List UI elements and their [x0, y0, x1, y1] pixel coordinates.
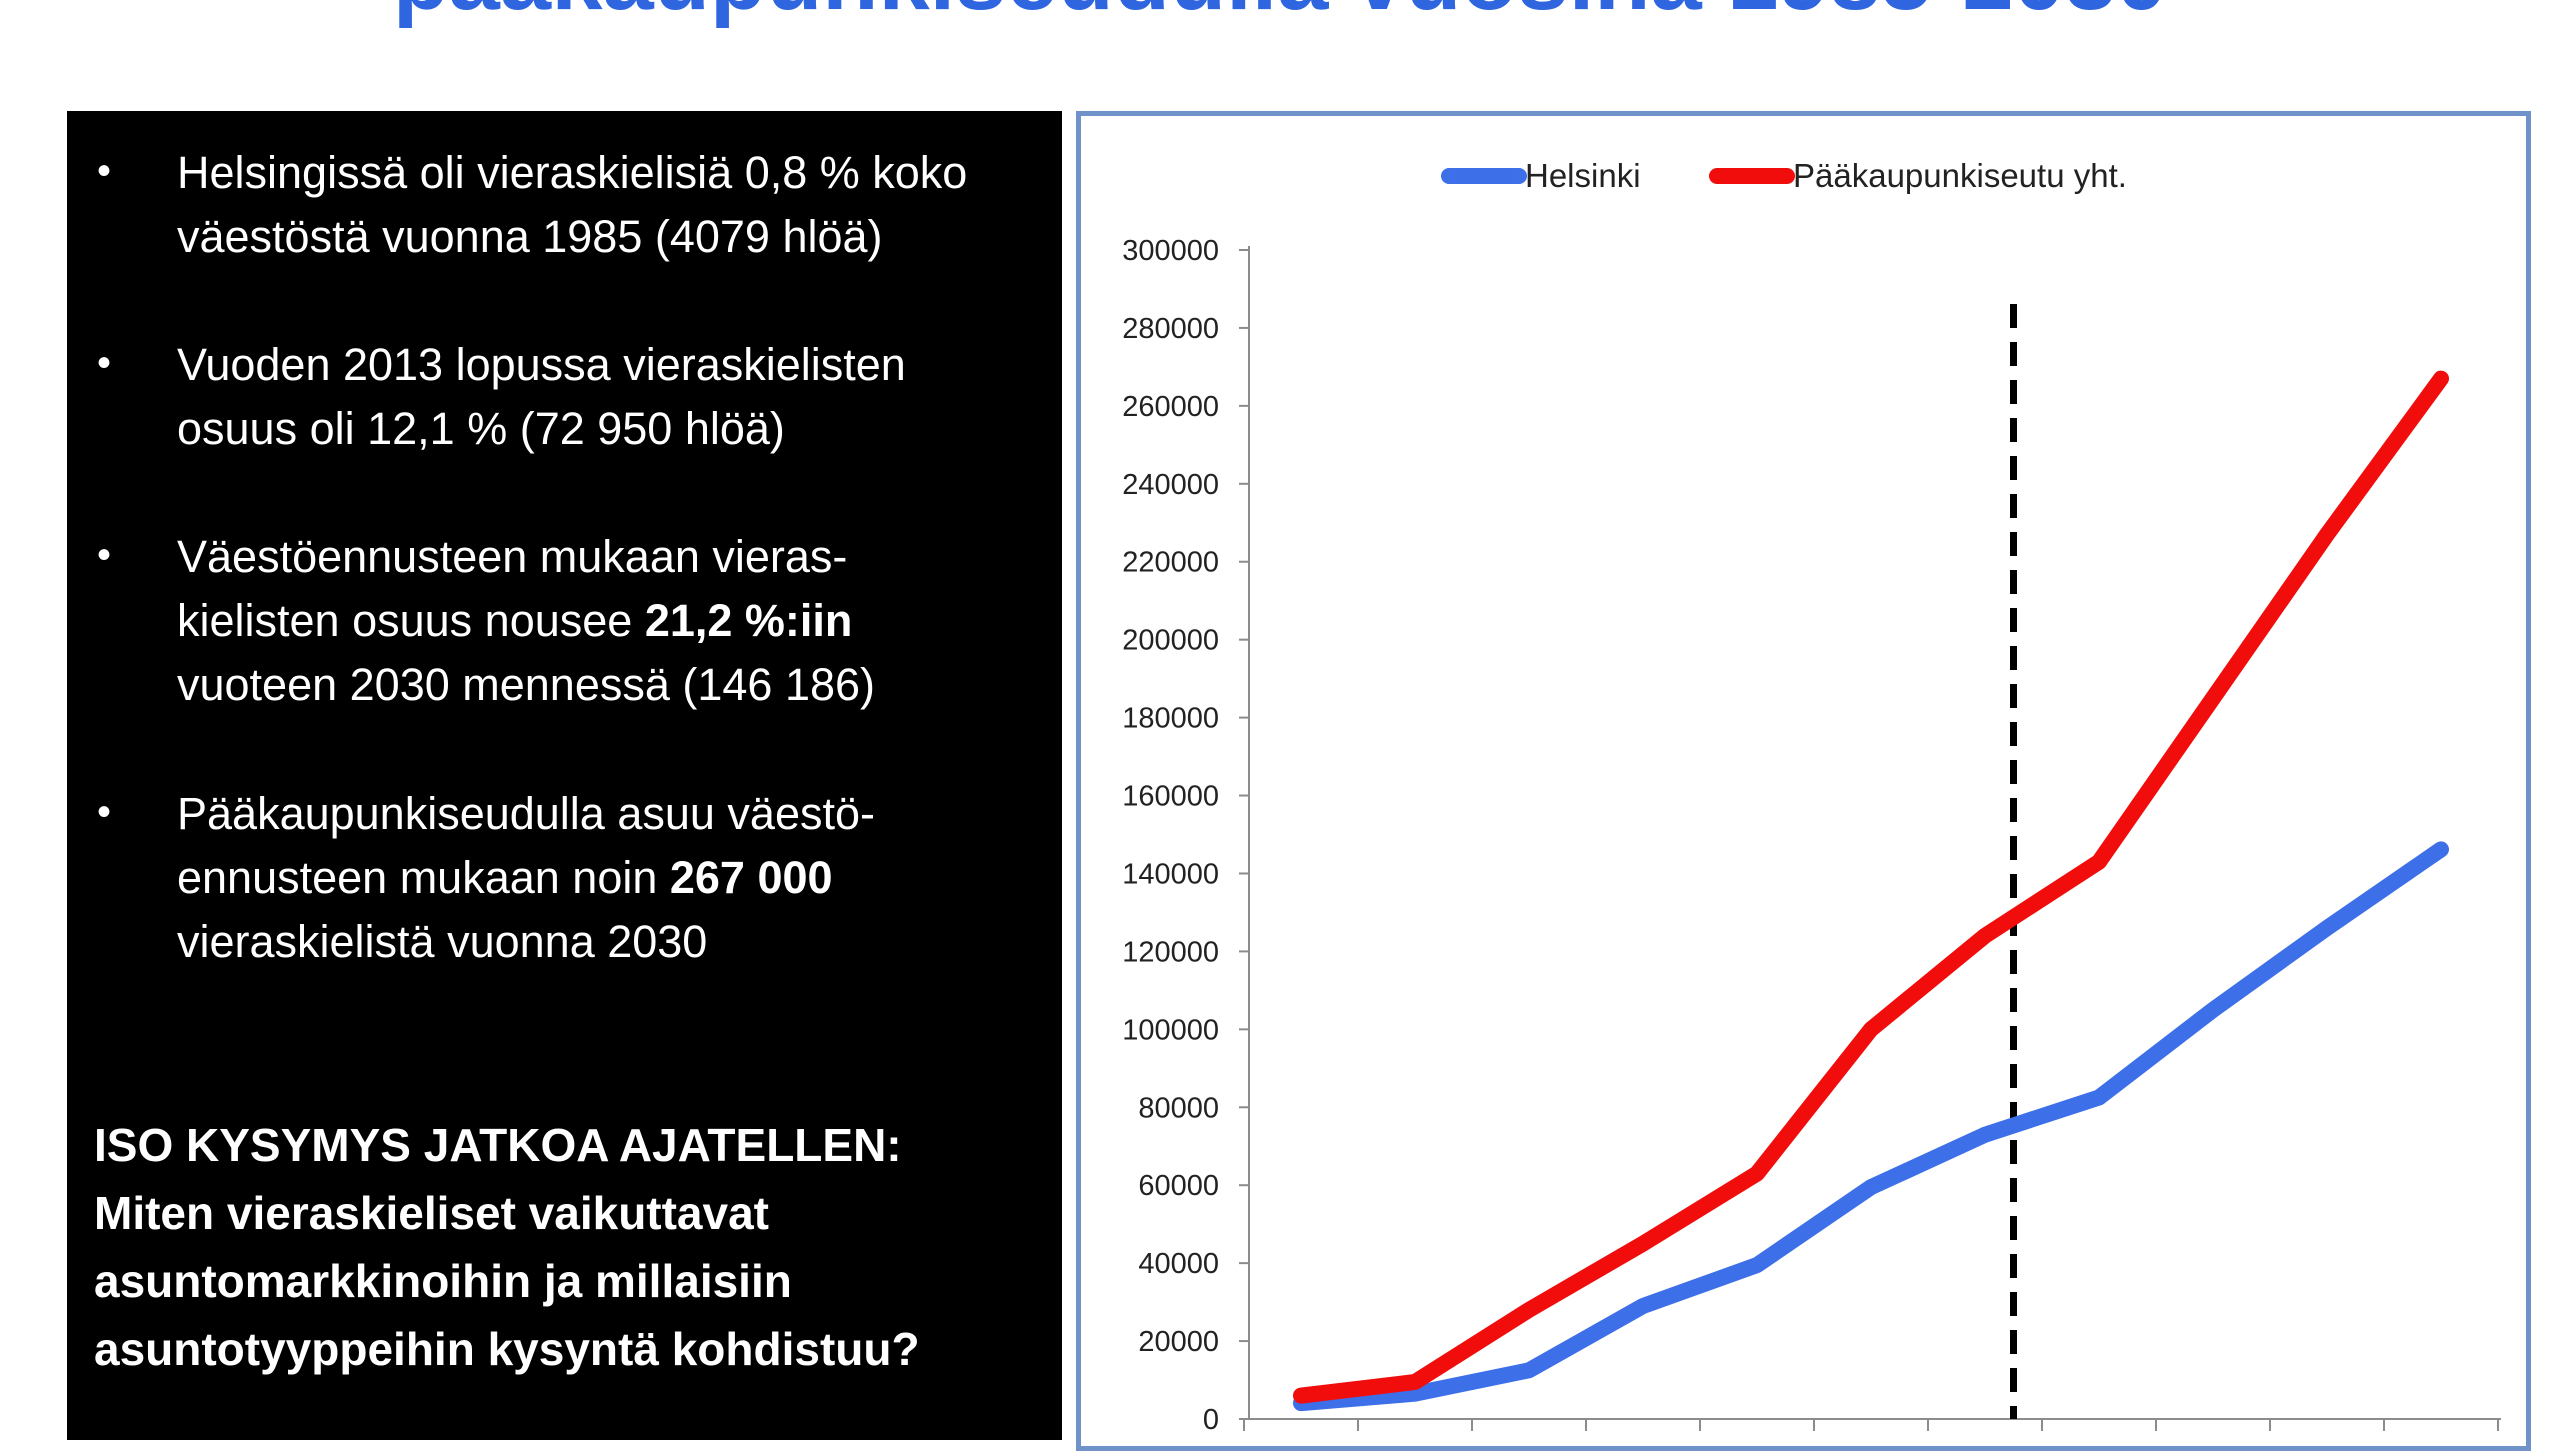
bullet-text: Väestöennusteen mukaan vieras-kielisten …: [177, 525, 1037, 717]
text-panel: • Helsingissä oli vieraskielisiä 0,8 % ko…: [67, 111, 1062, 1440]
bullet-text: Vuoden 2013 lopussa vieraskielisten osuus…: [177, 333, 1037, 461]
y-tick-label: 100000: [1122, 1014, 1219, 1046]
series-line-helsinki: [1293, 841, 2449, 1412]
y-tick-label: 240000: [1122, 469, 1219, 501]
y-tick-label: 40000: [1138, 1248, 1219, 1280]
bullet-marker: •: [97, 790, 112, 834]
bullet-text: Helsingissä oli vieraskielisiä 0,8 % kok…: [177, 141, 1037, 269]
bullet-segment: kielisten osuus nousee: [177, 595, 645, 646]
y-tick-label: 140000: [1122, 858, 1219, 890]
line-chart: 0 20000 40000 60000 80000 100000 120000 140000 1…: [1122, 157, 2501, 1436]
y-tick-label: 280000: [1122, 313, 1219, 345]
y-tick-label: 300000: [1122, 235, 1219, 267]
bullet-line: Väestöennusteen mukaan vieras-: [177, 525, 1037, 589]
bullet-line: vieraskielistä vuonna 2030: [177, 910, 1037, 974]
bullet-segment: väestöstä vuonna 1985 (4079 hlöä): [177, 211, 883, 262]
y-tick-label: 80000: [1138, 1092, 1219, 1124]
bullet-line: Vuoden 2013 lopussa vieraskielisten: [177, 333, 1037, 397]
slide-title: pääkaupunkiseudulla vuosina 1985-2030: [0, 0, 2560, 34]
bullet-emphasis: 267 000: [669, 852, 833, 903]
y-tick-label: 120000: [1122, 936, 1219, 968]
bullet-segment: Väestöennusteen mukaan vieras-: [177, 531, 848, 582]
y-tick-label: 200000: [1122, 625, 1219, 657]
question-block: ISO KYSYMYS JATKOA AJATELLEN: Miten viera…: [94, 1111, 1054, 1383]
question-heading: ISO KYSYMYS JATKOA AJATELLEN:: [94, 1119, 902, 1171]
y-tick-label: 0: [1203, 1404, 1219, 1436]
bullet-segment: vuoteen 2030 mennessä (146 186): [177, 659, 876, 710]
bullet-segment: Pääkaupunkiseudulla asuu väestö-: [177, 788, 875, 839]
bullet-line: kielisten osuus nousee 21,2 %:iin: [177, 589, 1037, 653]
bullet-line: Helsingissä oli vieraskielisiä 0,8 % kok…: [177, 141, 1037, 205]
y-tick-label: 60000: [1138, 1170, 1219, 1202]
bullet-segment: osuus oli 12,1 % (72 950 hlöä): [177, 403, 785, 454]
chart-frame: 0 20000 40000 60000 80000 100000 120000 140000 1…: [1076, 111, 2531, 1451]
y-tick-label: 180000: [1122, 703, 1219, 735]
bullet-segment: vieraskielistä vuonna 2030: [177, 916, 708, 967]
bullet-line: Pääkaupunkiseudulla asuu väestö-: [177, 782, 1037, 846]
y-tick-label: 260000: [1122, 391, 1219, 423]
bullet-line: osuus oli 12,1 % (72 950 hlöä): [177, 397, 1037, 461]
question-line: Miten vieraskieliset vaikuttavat: [94, 1187, 769, 1239]
question-line: asuntotyyppeihin kysyntä kohdistuu?: [94, 1323, 920, 1375]
y-tick-label: 160000: [1122, 781, 1219, 813]
series-line-paakaupunkiseutu: [1293, 370, 2449, 1404]
bullet-marker: •: [97, 149, 112, 193]
bullet-emphasis: 21,2 %:iin: [644, 595, 853, 646]
question-line: asuntomarkkinoihin ja millaisiin: [94, 1255, 792, 1307]
bullet-line: ennusteen mukaan noin 267 000: [177, 846, 1037, 910]
legend-label: Pääkaupunkiseutu yht.: [1793, 157, 2127, 194]
y-tick-label: 220000: [1122, 547, 1219, 579]
bullet-segment: Helsingissä oli vieraskielisiä 0,8 % kok…: [177, 147, 968, 198]
bullet-segment: Vuoden 2013 lopussa vieraskielisten: [177, 339, 906, 390]
bullet-line: väestöstä vuonna 1985 (4079 hlöä): [177, 205, 1037, 269]
bullet-line: vuoteen 2030 mennessä (146 186): [177, 653, 1037, 717]
bullet-marker: •: [97, 533, 112, 577]
legend-label: Helsinki: [1525, 157, 1641, 194]
bullet-text: Pääkaupunkiseudulla asuu väestö-ennustee…: [177, 782, 1037, 974]
bullet-marker: •: [97, 341, 112, 385]
y-tick-label: 20000: [1138, 1326, 1219, 1358]
bullet-segment: ennusteen mukaan noin: [177, 852, 670, 903]
